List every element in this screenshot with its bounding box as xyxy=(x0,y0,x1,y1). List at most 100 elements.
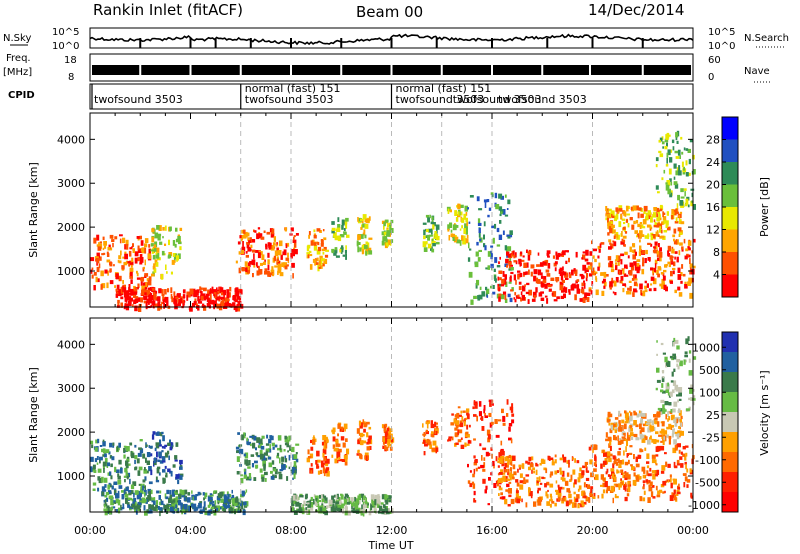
scatter-cell xyxy=(157,301,161,308)
freq-top-tick: 18 xyxy=(64,55,77,66)
scatter-cell xyxy=(260,442,263,446)
scatter-cell xyxy=(261,476,265,482)
scatter-cell xyxy=(524,284,526,287)
scatter-cell xyxy=(295,458,299,463)
scatter-cell xyxy=(519,484,524,490)
y-tick-label-1: 2000 xyxy=(57,426,85,439)
scatter-cell xyxy=(293,235,296,238)
scatter-cell xyxy=(159,432,162,436)
scatter-cell xyxy=(431,228,433,235)
scatter-cell xyxy=(109,234,114,239)
scatter-cell xyxy=(679,360,683,367)
scatter-cell xyxy=(204,510,208,516)
scatter-cell xyxy=(537,497,542,502)
scatter-cell xyxy=(313,494,316,498)
scatter-cell xyxy=(316,465,320,469)
scatter-cell xyxy=(641,413,646,417)
scatter-cell xyxy=(502,475,506,481)
scatter-cell xyxy=(591,496,596,499)
scatter-cell xyxy=(456,412,460,419)
scatter-cell xyxy=(182,294,186,299)
scatter-cell xyxy=(331,503,335,509)
scatter-cell xyxy=(601,493,604,499)
scatter-cell xyxy=(519,473,523,478)
scatter-cell xyxy=(582,251,587,254)
scatter-cell xyxy=(241,246,246,252)
scatter-cell xyxy=(536,480,539,484)
scatter-cell xyxy=(202,492,205,496)
scatter-cell xyxy=(577,477,581,483)
scatter-cell xyxy=(513,471,517,476)
scatter-cell xyxy=(626,453,629,456)
scatter-cell xyxy=(481,426,485,431)
scatter-cell xyxy=(331,454,334,458)
scatter-cell xyxy=(473,468,476,475)
scatter-cell xyxy=(515,493,519,497)
scatter-cell xyxy=(588,289,592,292)
scatter-cell xyxy=(147,289,150,295)
scatter-cell xyxy=(665,414,667,420)
scatter-cell xyxy=(497,465,500,468)
scatter-cell xyxy=(104,269,108,274)
scatter-cell xyxy=(607,411,611,416)
scatter-cell xyxy=(621,436,626,439)
scatter-cell xyxy=(138,306,142,312)
scatter-cell xyxy=(157,431,160,436)
scatter-cell xyxy=(568,257,570,263)
freq-gap-4 xyxy=(340,65,343,75)
scatter-cell xyxy=(110,475,113,480)
scatter-cell xyxy=(337,217,340,222)
scatter-cell xyxy=(332,430,335,435)
scatter-cell xyxy=(246,243,250,249)
scatter-cell xyxy=(671,389,675,394)
scatter-cell xyxy=(506,413,509,417)
scatter-cell xyxy=(105,449,110,454)
scatter-cell xyxy=(529,463,534,468)
scatter-cell xyxy=(432,440,437,446)
scatter-cell xyxy=(338,507,341,513)
scatter-cell xyxy=(672,408,676,413)
scatter-cell xyxy=(293,461,297,467)
scatter-cell xyxy=(692,238,696,243)
colorbar-swatch-2 xyxy=(722,162,738,185)
scatter-cell xyxy=(592,255,595,259)
scatter-cell xyxy=(463,213,467,220)
scatter-cell xyxy=(124,290,129,293)
scatter-cell xyxy=(361,219,364,224)
velocity-time-guides xyxy=(240,318,593,512)
scatter-cell xyxy=(202,506,206,512)
scatter-cell xyxy=(565,250,569,253)
scatter-cell xyxy=(271,460,275,465)
scatter-cell xyxy=(111,485,114,490)
scatter-cell xyxy=(214,500,217,505)
scatter-cell xyxy=(686,479,691,483)
scatter-cell xyxy=(479,443,482,447)
scatter-cell xyxy=(345,217,349,222)
scatter-cell xyxy=(318,260,321,266)
scatter-cell xyxy=(436,235,440,241)
colorbar-swatch-3 xyxy=(722,184,738,208)
scatter-cell xyxy=(106,251,109,254)
scatter-cell xyxy=(177,235,181,239)
scatter-cell xyxy=(477,257,481,262)
scatter-cell xyxy=(451,436,454,441)
scatter-cell xyxy=(104,495,108,498)
scatter-cell xyxy=(150,292,152,298)
scatter-cell xyxy=(581,257,584,260)
scatter-cell xyxy=(316,257,319,262)
scatter-cell xyxy=(336,454,341,458)
scatter-cell xyxy=(673,401,678,407)
velocity-data xyxy=(90,336,697,517)
cpid-segment-3: normal (fast) 151 xyxy=(396,82,492,95)
scatter-cell xyxy=(657,273,660,278)
scatter-cell xyxy=(645,212,649,219)
scatter-cell xyxy=(680,451,683,455)
scatter-cell xyxy=(504,194,507,198)
scatter-cell xyxy=(265,448,270,453)
scatter-cell xyxy=(271,266,274,272)
scatter-cell xyxy=(636,235,638,238)
scatter-cell xyxy=(640,289,643,296)
scatter-cell xyxy=(499,256,501,260)
scatter-cell xyxy=(485,267,490,270)
scatter-cell xyxy=(691,398,696,401)
